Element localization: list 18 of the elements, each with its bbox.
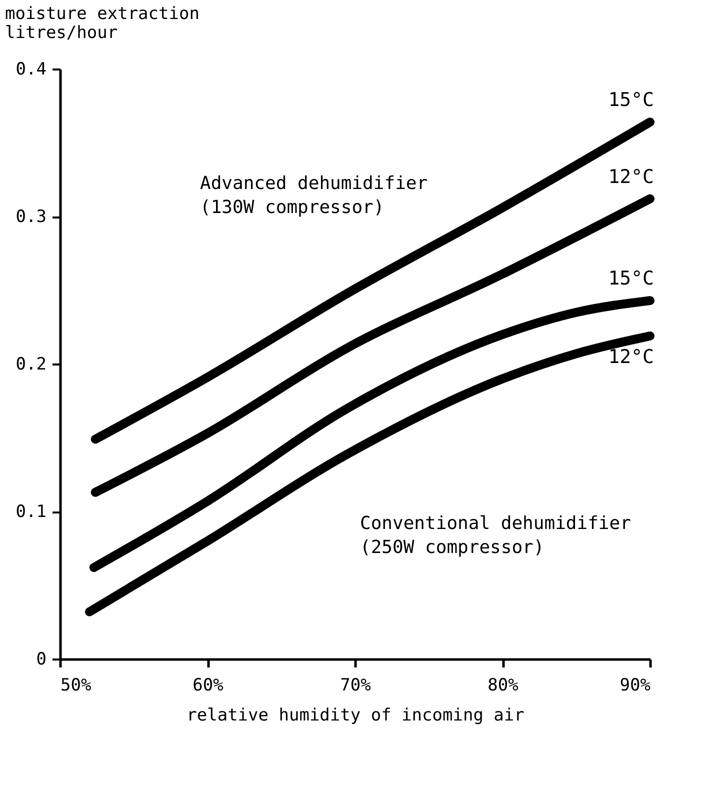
- y-tick-label: 0: [36, 650, 46, 670]
- x-tick-label: 50%: [60, 676, 92, 696]
- y-tick-label: 0.4: [16, 60, 46, 80]
- x-tick-label: 90%: [620, 676, 650, 696]
- series-label: 15°C: [608, 89, 654, 112]
- x-tick-label: 70%: [340, 676, 371, 696]
- y-tick-label: 0.2: [16, 354, 46, 374]
- y-axis-title: moisture extraction litres/hour: [5, 4, 200, 43]
- series-label: 12°C: [608, 166, 654, 188]
- x-axis-title: relative humidity of incoming air: [186, 706, 524, 726]
- y-tick-label: 0.1: [16, 502, 46, 522]
- x-tick-label: 60%: [192, 676, 224, 696]
- series-label: 12°C: [608, 346, 654, 368]
- annotation: Conventional dehumidifier (250W compressor): [360, 513, 632, 558]
- annotation: Advanced dehumidifier (130W compressor): [200, 173, 428, 218]
- series-label: 15°C: [608, 268, 654, 290]
- y-tick-label: 0.3: [16, 207, 46, 227]
- x-tick-label: 80%: [488, 676, 518, 696]
